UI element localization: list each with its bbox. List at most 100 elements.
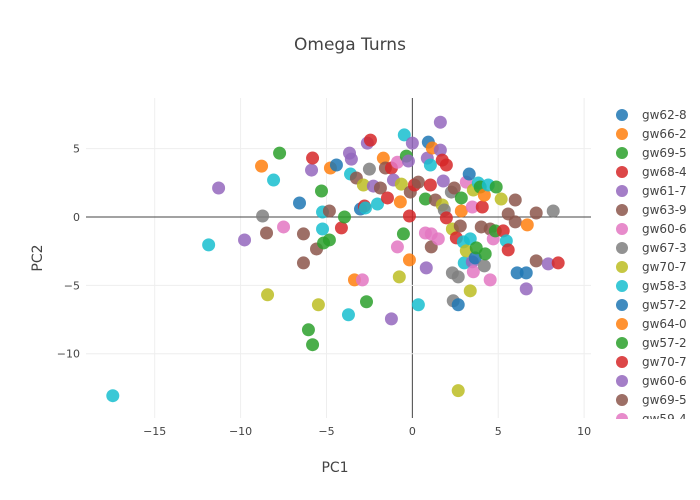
data-point[interactable] <box>454 191 468 205</box>
legend-item[interactable]: gw64-0 <box>616 317 687 331</box>
data-point[interactable] <box>401 154 415 168</box>
data-point[interactable] <box>380 191 394 205</box>
data-point[interactable] <box>296 256 310 270</box>
data-point[interactable] <box>273 146 287 160</box>
data-point[interactable] <box>508 193 522 207</box>
data-point[interactable] <box>356 178 370 192</box>
data-point[interactable] <box>384 312 398 326</box>
data-point[interactable] <box>541 257 555 271</box>
data-point[interactable] <box>546 204 560 218</box>
data-point[interactable] <box>419 261 433 275</box>
data-point[interactable] <box>277 220 291 234</box>
data-point[interactable] <box>529 254 543 268</box>
data-point[interactable] <box>519 266 533 280</box>
data-point[interactable] <box>439 211 453 225</box>
data-point[interactable] <box>338 210 352 224</box>
data-point[interactable] <box>551 256 565 270</box>
data-point[interactable] <box>453 219 467 233</box>
data-point[interactable] <box>431 232 445 246</box>
legend-item[interactable]: gw62-8 <box>616 108 687 122</box>
data-point[interactable] <box>296 227 310 241</box>
data-point[interactable] <box>483 273 497 287</box>
data-point[interactable] <box>355 273 369 287</box>
data-point[interactable] <box>454 204 468 218</box>
data-point[interactable] <box>529 206 543 220</box>
data-point[interactable] <box>106 389 120 403</box>
data-point[interactable] <box>477 188 491 202</box>
data-point[interactable] <box>267 173 281 187</box>
legend-item[interactable]: gw61-7 <box>616 184 687 198</box>
data-point[interactable] <box>376 151 390 165</box>
data-point[interactable] <box>510 266 524 280</box>
data-point[interactable] <box>394 177 408 191</box>
data-point[interactable] <box>508 215 522 229</box>
data-point[interactable] <box>256 209 270 223</box>
data-point[interactable] <box>359 295 373 309</box>
data-point[interactable] <box>305 163 319 177</box>
data-point[interactable] <box>322 204 336 218</box>
data-point[interactable] <box>293 196 307 210</box>
data-point[interactable] <box>212 181 226 195</box>
data-point[interactable] <box>301 323 315 337</box>
data-point[interactable] <box>489 180 503 194</box>
data-point[interactable] <box>390 240 404 254</box>
data-points[interactable] <box>106 115 565 403</box>
data-point[interactable] <box>411 175 425 189</box>
data-point[interactable] <box>261 288 275 302</box>
data-point[interactable] <box>433 143 447 157</box>
data-point[interactable] <box>238 233 252 247</box>
data-point[interactable] <box>519 282 533 296</box>
data-point[interactable] <box>260 226 274 240</box>
data-point[interactable] <box>447 181 461 195</box>
data-point[interactable] <box>496 224 510 238</box>
legend-item[interactable]: gw57-2 <box>616 298 687 312</box>
data-point[interactable] <box>314 184 328 198</box>
legend-item[interactable]: gw58-3 <box>616 279 687 293</box>
data-point[interactable] <box>363 133 377 147</box>
data-point[interactable] <box>436 174 450 188</box>
data-point[interactable] <box>494 192 508 206</box>
data-point[interactable] <box>433 115 447 129</box>
data-point[interactable] <box>463 284 477 298</box>
legend-item[interactable]: gw70-7 <box>616 355 687 369</box>
legend-item[interactable]: gw60-6 <box>616 222 687 236</box>
legend-item[interactable]: gw69-5 <box>616 146 687 160</box>
data-point[interactable] <box>334 221 348 235</box>
data-point[interactable] <box>306 151 320 165</box>
legend-item[interactable]: gw68-4 <box>616 165 687 179</box>
data-point[interactable] <box>405 136 419 150</box>
data-point[interactable] <box>418 192 432 206</box>
data-point[interactable] <box>475 200 489 214</box>
data-point[interactable] <box>392 270 406 284</box>
data-point[interactable] <box>402 209 416 223</box>
data-point[interactable] <box>411 298 425 312</box>
legend-item[interactable]: gw63-9 <box>616 203 687 217</box>
data-point[interactable] <box>520 218 534 232</box>
legend[interactable]: gw62-8 gw66-2 gw69-5 gw68-4 gw61-7 gw63-9 gw60… <box>605 100 700 500</box>
data-point[interactable] <box>393 195 407 209</box>
data-point[interactable] <box>451 270 465 284</box>
data-point[interactable] <box>466 265 480 279</box>
data-point[interactable] <box>362 162 376 176</box>
data-point[interactable] <box>306 338 320 352</box>
legend-item[interactable]: gw60-6 <box>616 374 687 388</box>
data-point[interactable] <box>451 384 465 398</box>
data-point[interactable] <box>423 158 437 172</box>
legend-item[interactable]: gw69-5 <box>616 393 687 407</box>
data-point[interactable] <box>459 244 473 258</box>
legend-item[interactable]: gw66-2 <box>616 127 687 141</box>
data-point[interactable] <box>311 298 325 312</box>
data-point[interactable] <box>465 200 479 214</box>
data-point[interactable] <box>439 158 453 172</box>
data-point[interactable] <box>341 308 355 322</box>
data-point[interactable] <box>478 247 492 261</box>
data-point[interactable] <box>358 201 372 215</box>
data-point[interactable] <box>329 158 343 172</box>
legend-item[interactable]: gw57-2 <box>616 336 687 350</box>
data-point[interactable] <box>396 227 410 241</box>
data-point[interactable] <box>468 251 482 265</box>
data-point[interactable] <box>344 152 358 166</box>
data-point[interactable] <box>370 197 384 211</box>
data-point[interactable] <box>202 238 216 252</box>
legend-item[interactable]: gw67-3 <box>616 241 687 255</box>
